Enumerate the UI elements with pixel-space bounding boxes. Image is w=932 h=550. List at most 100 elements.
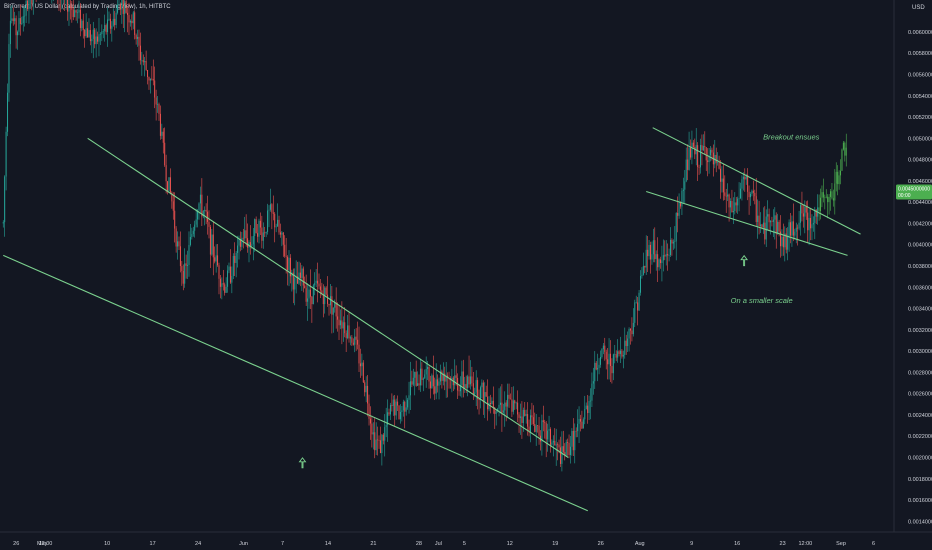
candle — [457, 373, 459, 400]
candle — [267, 203, 269, 235]
candle — [67, 0, 69, 21]
candle — [112, 8, 114, 27]
candle — [449, 376, 451, 389]
candle — [442, 362, 444, 386]
candle — [162, 128, 164, 154]
time-tick-label: Aug — [635, 541, 645, 547]
candle — [57, 0, 58, 5]
candle — [659, 256, 661, 269]
candle — [840, 159, 842, 185]
candle — [585, 402, 587, 410]
candle — [760, 212, 762, 234]
candles-layer — [2, 0, 847, 472]
candle — [842, 141, 844, 151]
candle — [825, 189, 827, 199]
upper-wedge-line[interactable] — [87, 137, 569, 458]
candle — [265, 231, 267, 238]
candle — [269, 188, 271, 212]
candle — [730, 198, 732, 218]
candle — [531, 402, 533, 425]
candle — [615, 350, 617, 362]
candle — [437, 374, 439, 393]
candle — [152, 59, 154, 86]
candle — [508, 383, 510, 408]
candle — [212, 221, 214, 276]
price-tick-label: 0.0040000000 — [908, 243, 932, 249]
candle — [541, 414, 543, 456]
candle — [118, 0, 120, 5]
candle — [147, 69, 149, 85]
price-tick-label: 0.0024000000 — [908, 413, 932, 419]
candle — [834, 169, 836, 215]
time-tick-label: 7 — [281, 541, 284, 547]
candle — [381, 434, 383, 466]
candle — [677, 196, 679, 233]
candle — [14, 11, 16, 25]
small-upper-line[interactable] — [652, 127, 861, 235]
candle — [795, 222, 797, 244]
candle — [145, 50, 147, 71]
candle — [588, 395, 590, 420]
candle — [218, 262, 220, 295]
time-tick-label: 26 — [13, 541, 19, 547]
candle — [161, 123, 163, 140]
time-tick-label: 28 — [416, 541, 422, 547]
candle — [445, 361, 447, 398]
candle — [184, 248, 186, 288]
candle — [820, 188, 822, 220]
candle — [574, 423, 576, 464]
candle — [542, 405, 544, 432]
candle — [294, 268, 296, 306]
candle — [642, 252, 644, 276]
candle — [138, 29, 140, 61]
candle — [345, 330, 347, 353]
candle — [228, 262, 230, 274]
candle — [592, 367, 594, 395]
candle — [565, 439, 567, 458]
candle — [502, 403, 504, 414]
candle — [657, 237, 659, 283]
candle — [89, 24, 91, 46]
candle — [648, 239, 650, 260]
candle — [464, 376, 466, 393]
arrow-main-icon[interactable] — [298, 457, 307, 469]
annotation-text[interactable]: On a smaller scale — [731, 296, 793, 305]
candle — [552, 435, 554, 457]
small-lower-line[interactable] — [646, 190, 848, 256]
last-price-badge — [896, 184, 932, 200]
candle — [525, 409, 527, 424]
candle — [735, 196, 737, 213]
candle — [831, 182, 833, 200]
annotation-text[interactable]: Breakout ensues — [763, 132, 820, 141]
candle — [692, 140, 694, 149]
candle — [507, 383, 509, 418]
arrow-small-icon[interactable] — [740, 254, 749, 267]
candle — [667, 243, 669, 271]
candle — [271, 203, 273, 230]
candle — [721, 166, 723, 193]
candle — [608, 338, 610, 380]
candle — [837, 165, 839, 196]
candle — [632, 308, 634, 337]
lower-wedge-line[interactable] — [3, 254, 588, 512]
candle — [821, 185, 823, 208]
candle — [95, 28, 97, 58]
candle — [72, 0, 74, 21]
candle — [122, 0, 124, 29]
candle — [339, 309, 341, 330]
candle — [238, 235, 240, 260]
candle — [317, 262, 319, 303]
candle — [255, 216, 257, 234]
candle — [737, 196, 739, 214]
candle — [258, 218, 260, 244]
candle — [801, 191, 803, 222]
candle — [405, 395, 407, 416]
candle — [409, 361, 411, 411]
candle — [134, 10, 136, 40]
candle — [268, 205, 270, 228]
candle — [551, 439, 553, 446]
candle — [132, 10, 134, 30]
candle — [708, 147, 710, 174]
candle — [818, 194, 820, 221]
